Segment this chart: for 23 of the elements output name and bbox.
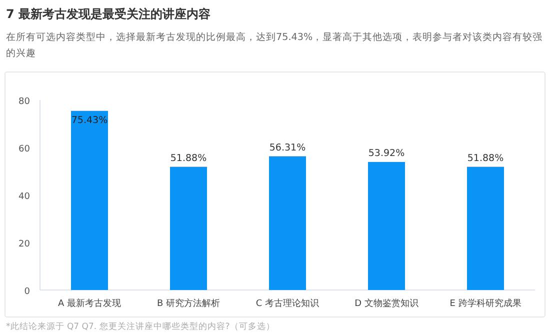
- y-tick-label: 40: [18, 192, 30, 202]
- bar: [170, 166, 207, 290]
- data-label: 75.43%: [71, 114, 108, 126]
- bar: [368, 162, 405, 290]
- bar: [269, 156, 306, 290]
- y-tick-label: 0: [24, 287, 30, 297]
- x-tick-label: A 最新考古发现: [58, 298, 122, 309]
- data-label: 56.31%: [269, 142, 306, 154]
- bar: [71, 110, 108, 290]
- text: *此结论来源于 Q7 Q7. 您更关注讲座中哪些类型的内容?（可多选）: [6, 321, 275, 332]
- x-tick-label: E 跨学科研究成果: [450, 298, 522, 309]
- data-label: 51.88%: [467, 152, 504, 164]
- y-tick-label: 60: [18, 144, 30, 154]
- data-label: 51.88%: [170, 152, 207, 164]
- x-tick-label: B 研究方法解析: [156, 298, 220, 309]
- data-label: 53.92%: [368, 148, 405, 159]
- x-tick-label: D 文物鉴赏知识: [354, 298, 418, 309]
- y-tick-label: 80: [18, 97, 30, 107]
- x-tick-label: C 考古理论知识: [256, 298, 320, 309]
- y-tick-label: 20: [18, 240, 30, 250]
- chart-subtitle: 在所有可选内容类型中，选择最新考古发现的比例最高，达到75.43%，显著高于其他选项，表明参与者对该类内容有较强的兴趣: [6, 31, 543, 59]
- chart-title: 7 最新考古发现是最受关注的讲座内容: [6, 7, 211, 21]
- bar: [467, 166, 504, 290]
